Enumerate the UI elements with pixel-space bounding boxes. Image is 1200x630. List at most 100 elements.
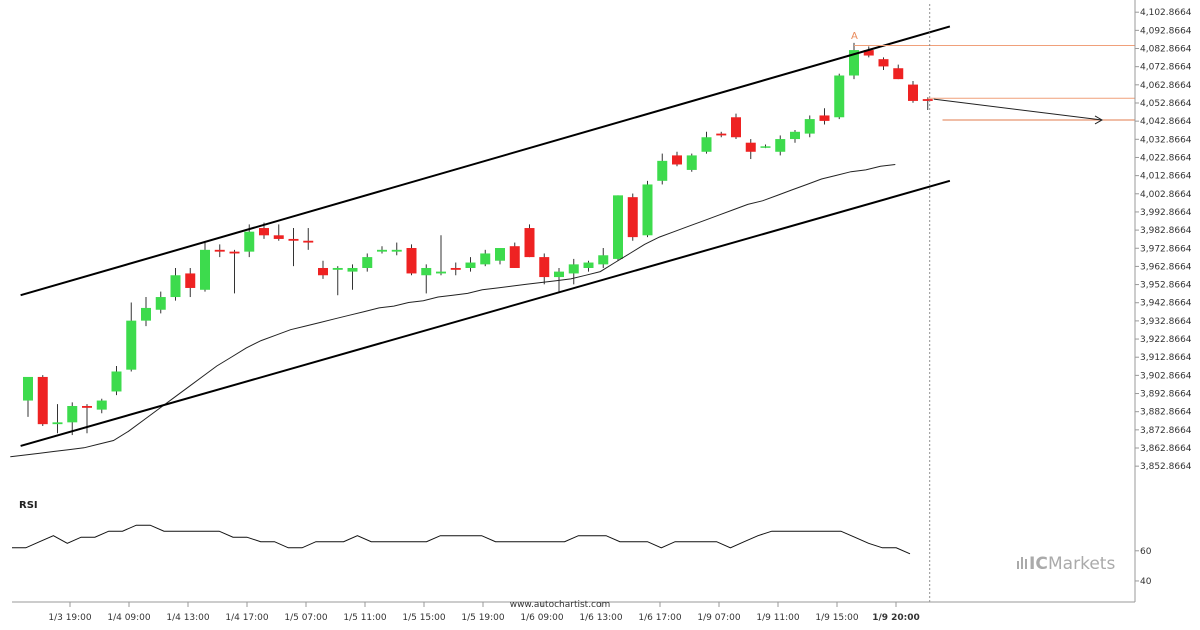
candle-body xyxy=(406,248,417,274)
price-tick-label: 3,912.8664 xyxy=(1140,353,1192,363)
candle-body xyxy=(141,307,151,321)
candle-body xyxy=(52,422,63,425)
candle-body xyxy=(37,376,48,425)
candle-body xyxy=(893,68,904,80)
brand-logo-suffix: Markets xyxy=(1048,554,1115,574)
candle-body xyxy=(672,155,682,165)
price-plot: A xyxy=(10,25,1135,458)
price-tick-label: 3,862.8664 xyxy=(1140,444,1192,454)
price-tick-label: 4,092.8664 xyxy=(1140,26,1192,36)
candle-body xyxy=(480,253,491,265)
candle-body xyxy=(347,267,358,272)
price-tick-label: 4,082.8664 xyxy=(1140,45,1192,55)
candle-body xyxy=(67,405,78,423)
candle-body xyxy=(613,195,623,259)
price-tick-label: 4,032.8664 xyxy=(1140,135,1192,145)
price-tick-label: 3,942.8664 xyxy=(1140,299,1192,309)
candle-body xyxy=(259,228,269,236)
candle-body xyxy=(642,184,653,236)
time-tick-label: 1/9 07:00 xyxy=(697,613,741,623)
time-tick-label: 1/4 09:00 xyxy=(107,613,151,623)
candles xyxy=(23,42,933,436)
rsi-line-layer xyxy=(12,524,911,555)
candle-body xyxy=(878,59,889,67)
candle-body xyxy=(657,160,668,181)
price-tick-label: 3,972.8664 xyxy=(1140,244,1192,254)
price-tick-label: 3,872.8664 xyxy=(1140,426,1192,436)
forecast-arrow-line xyxy=(933,98,1103,121)
brand-logo-prefix: IC xyxy=(1029,554,1048,574)
rsi-line xyxy=(12,524,911,555)
candle-body xyxy=(524,228,535,258)
candle-body xyxy=(436,271,446,274)
candle-body xyxy=(701,137,712,152)
time-tick-label: 1/5 19:00 xyxy=(461,613,505,623)
candle-body xyxy=(495,248,505,261)
time-tick-label: 1/6 13:00 xyxy=(579,613,623,623)
candle-body xyxy=(126,320,137,370)
candle-body xyxy=(421,267,432,276)
candle-body xyxy=(244,231,255,252)
time-axis-ticks: 1/3 19:00 1/4 09:00 1/4 13:00 1/4 17:00 1/5 … xyxy=(48,602,920,623)
candle-body xyxy=(598,255,609,265)
price-tick-label: 3,882.8664 xyxy=(1140,408,1192,418)
candle-body xyxy=(214,249,225,252)
moving-average-line xyxy=(10,164,896,458)
price-tick-label: 3,902.8664 xyxy=(1140,371,1192,381)
price-tick-label: 4,042.8664 xyxy=(1140,117,1192,127)
time-tick-label: 1/9 20:00 xyxy=(872,613,920,623)
time-tick-label: 1/3 19:00 xyxy=(48,613,92,623)
rsi-title: RSI xyxy=(19,500,38,511)
price-tick-label: 3,932.8664 xyxy=(1140,317,1192,327)
price-tick-label: 3,922.8664 xyxy=(1140,335,1192,345)
candle-body xyxy=(391,249,402,252)
candle-body xyxy=(863,50,874,56)
price-tick-label: 3,892.8664 xyxy=(1140,390,1192,400)
candle-body xyxy=(509,246,520,268)
candle-body xyxy=(82,405,92,408)
candle-body xyxy=(583,262,594,268)
channel-layer xyxy=(20,25,951,447)
candle-body xyxy=(362,257,373,268)
candle-body xyxy=(819,115,830,121)
candle-body xyxy=(908,84,918,101)
rsi-tick-label: 60 xyxy=(1140,547,1152,557)
time-tick-label: 1/9 11:00 xyxy=(756,613,800,623)
time-tick-label: 1/4 17:00 xyxy=(225,613,269,623)
candle-body xyxy=(465,262,476,268)
price-tick-label: 4,002.8664 xyxy=(1140,190,1192,200)
price-tick-label: 3,992.8664 xyxy=(1140,208,1192,218)
price-tick-label: 4,072.8664 xyxy=(1140,63,1192,73)
rsi-panel: RSI 60 40 xyxy=(12,500,1152,587)
price-tick-label: 4,022.8664 xyxy=(1140,153,1192,163)
price-tick-label: 4,102.8664 xyxy=(1140,8,1192,18)
time-tick-label: 1/5 15:00 xyxy=(402,613,446,623)
candle-body xyxy=(303,240,314,243)
price-tick-label: 4,012.8664 xyxy=(1140,172,1192,182)
candle-body xyxy=(804,119,815,134)
candle-body xyxy=(568,264,579,274)
time-tick-label: 1/5 11:00 xyxy=(343,613,387,623)
candle-body xyxy=(318,267,328,276)
candle-body xyxy=(745,142,756,152)
candle-body xyxy=(790,131,800,140)
candle-body xyxy=(539,257,550,278)
time-tick-label: 1/5 07:00 xyxy=(284,613,328,623)
time-tick-label: 1/9 15:00 xyxy=(815,613,859,623)
brand-logo: IC Markets xyxy=(1017,554,1115,574)
channel-upper-line xyxy=(20,25,951,297)
source-watermark: www.autochartist.com xyxy=(510,600,611,610)
price-tick-label: 3,962.8664 xyxy=(1140,262,1192,272)
price-tick-label: 4,062.8664 xyxy=(1140,81,1192,91)
levels-layer xyxy=(854,45,1135,125)
candle-body xyxy=(185,273,196,288)
time-tick-label: 1/6 17:00 xyxy=(638,613,682,623)
candle-body xyxy=(686,155,697,170)
candle-body xyxy=(849,50,859,76)
price-axis-ticks: 4,102.8664 4,092.8664 4,082.8664 4,072.8664… xyxy=(1135,8,1192,472)
price-tick-label: 4,052.8664 xyxy=(1140,99,1192,109)
candle-body xyxy=(377,249,387,252)
candle-body xyxy=(111,371,122,392)
price-tick-label: 3,852.8664 xyxy=(1140,462,1192,472)
